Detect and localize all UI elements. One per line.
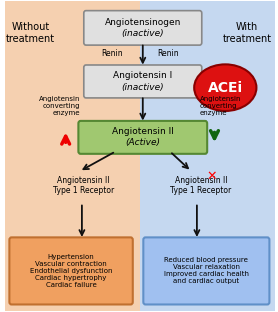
FancyBboxPatch shape [84,65,202,98]
Text: (Active): (Active) [125,139,160,148]
Text: Renin: Renin [101,49,123,58]
Bar [5,1,140,311]
Bar [140,1,275,311]
FancyBboxPatch shape [78,121,207,154]
FancyBboxPatch shape [84,11,202,45]
Text: Angiotensin
converting
enzyme: Angiotensin converting enzyme [200,96,241,116]
Text: Reduced blood pressure
Vascular relaxation
Improved cardiac health
and cardiac o: Reduced blood pressure Vascular relaxati… [164,257,249,285]
FancyBboxPatch shape [9,237,133,305]
Text: (inactive): (inactive) [121,29,164,38]
Text: Angiotensin II
Type 1 Receptor: Angiotensin II Type 1 Receptor [53,176,114,195]
FancyBboxPatch shape [143,237,269,305]
Ellipse shape [194,64,256,111]
Text: Angiotensinogen: Angiotensinogen [105,18,181,27]
Text: Angiotensin II
Type 1 Receptor: Angiotensin II Type 1 Receptor [170,176,232,195]
Text: Without
treatment: Without treatment [6,22,55,44]
Text: Hypertension
Vascular contraction
Endothelial dysfunction
Cardiac hypertrophy
Ca: Hypertension Vascular contraction Endoth… [30,254,112,288]
Text: (inactive): (inactive) [121,83,164,91]
Text: Angiotensin
converting
enzyme: Angiotensin converting enzyme [39,96,81,116]
Text: Angiotensin II: Angiotensin II [112,127,174,136]
Text: ✕: ✕ [207,170,217,183]
Text: With
treatment: With treatment [222,22,272,44]
Text: ACEi: ACEi [208,81,243,95]
Text: Angiotensin I: Angiotensin I [113,71,172,80]
Text: Renin: Renin [158,49,179,58]
